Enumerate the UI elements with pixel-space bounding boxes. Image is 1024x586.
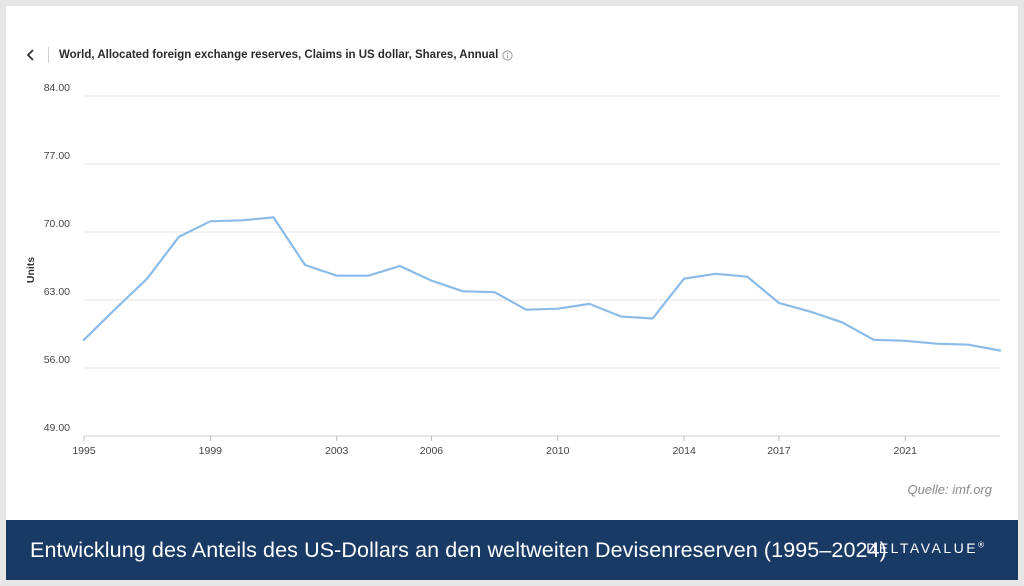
chart-title: World, Allocated foreign exchange reserv… <box>59 49 499 61</box>
y-tick-label: 49.00 <box>44 422 70 434</box>
chart-grid <box>84 95 1000 437</box>
brand-mark: ® <box>978 540 984 550</box>
line-chart: 49.00 56.00 63.00 70.00 77.00 84.00 1995 1999 2… <box>25 82 1002 457</box>
brand-logo: DELTAVALUE® <box>866 540 984 556</box>
x-tick-label: 2014 <box>672 445 696 457</box>
y-tick-label: 84.00 <box>44 82 70 94</box>
x-tick-label: 2021 <box>894 445 918 457</box>
x-tick-label: 2010 <box>546 445 570 457</box>
series-group <box>82 216 1002 352</box>
series-line <box>82 216 1002 352</box>
footer-title: Entwicklung des Anteils des US-Dollars a… <box>30 537 887 562</box>
x-axis-ticks: 1995 1999 2003 2006 2010 2014 2017 2021 <box>72 436 917 457</box>
y-tick-label: 77.00 <box>44 150 70 162</box>
source-note: Quelle: imf.org <box>907 482 992 497</box>
x-tick-label: 2017 <box>767 445 791 457</box>
footer-banner: Entwicklung des Anteils des US-Dollars a… <box>6 520 1018 580</box>
info-circle-icon[interactable] <box>502 49 513 61</box>
x-tick-label: 2006 <box>420 445 444 457</box>
brand-name: DELTAVALUE <box>866 540 979 556</box>
x-tick-label: 1999 <box>199 445 223 457</box>
x-tick-label: 2003 <box>325 445 349 457</box>
chart-header: World, Allocated foreign exchange reserv… <box>20 44 513 66</box>
x-tick-label: 1995 <box>72 445 96 457</box>
header-divider <box>48 47 49 63</box>
chevron-left-icon[interactable] <box>20 44 42 66</box>
y-tick-label: 63.00 <box>44 286 70 298</box>
y-tick-label: 56.00 <box>44 354 70 366</box>
y-axis-ticks: 49.00 56.00 63.00 70.00 77.00 84.00 <box>44 82 70 434</box>
y-axis-label: Units <box>25 257 37 283</box>
y-tick-label: 70.00 <box>44 218 70 230</box>
